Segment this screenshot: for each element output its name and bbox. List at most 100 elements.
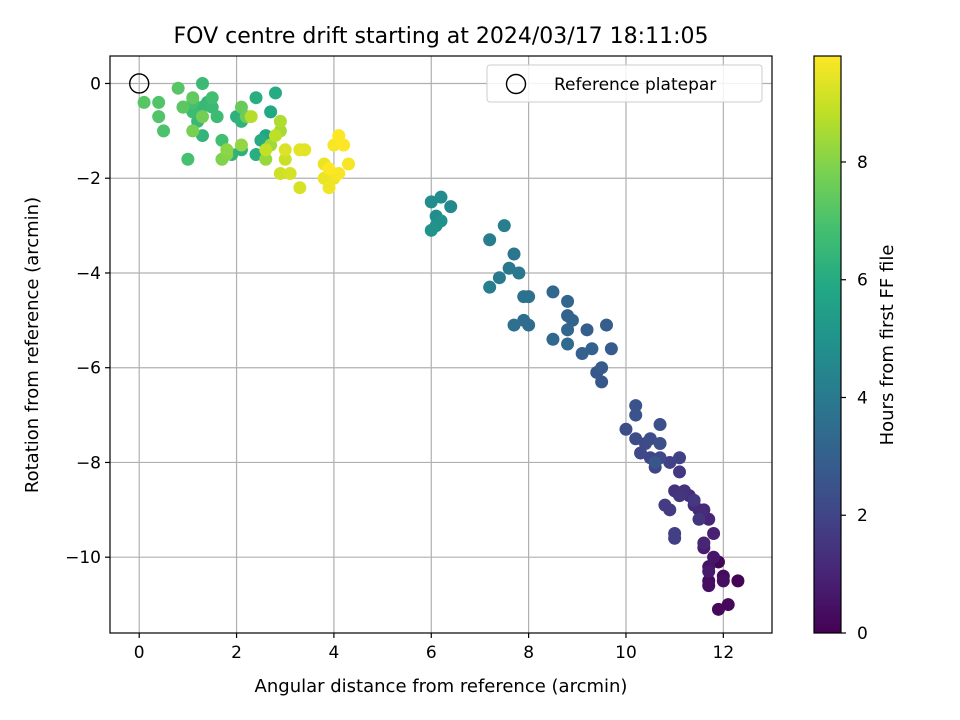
- data-point: [673, 465, 687, 479]
- data-point: [707, 550, 721, 564]
- data-point: [434, 190, 448, 204]
- y-tick-label: −4: [76, 264, 101, 284]
- data-point: [648, 455, 662, 469]
- x-tick-label: 10: [615, 643, 637, 663]
- data-point: [561, 337, 575, 351]
- data-point: [673, 489, 687, 503]
- data-point: [653, 418, 667, 432]
- data-point: [195, 110, 209, 124]
- data-point: [249, 148, 263, 162]
- data-point: [663, 455, 677, 469]
- data-point: [512, 266, 526, 280]
- x-tick-label: 12: [713, 643, 735, 663]
- data-point: [546, 285, 560, 299]
- data-points: [137, 76, 745, 616]
- y-axis-ticks: 0 −2 −4 −6 −8 −10: [65, 74, 110, 568]
- colorbar-tick-label: 4: [857, 388, 868, 408]
- data-point: [152, 95, 166, 109]
- data-point: [332, 166, 346, 180]
- data-point: [600, 318, 613, 332]
- data-point: [522, 318, 536, 332]
- data-point: [220, 143, 234, 157]
- data-point: [653, 437, 667, 451]
- data-point: [195, 76, 209, 90]
- data-point: [157, 124, 171, 138]
- data-point: [152, 110, 166, 124]
- data-point: [171, 81, 185, 95]
- data-point: [507, 318, 521, 332]
- data-point: [176, 100, 190, 114]
- data-point: [604, 342, 618, 356]
- y-axis-label: Rotation from reference (arcmin): [22, 197, 43, 493]
- data-point: [210, 110, 224, 124]
- data-point: [259, 152, 273, 166]
- data-point: [264, 105, 278, 119]
- data-point: [424, 223, 438, 237]
- reference-marker: [129, 73, 150, 94]
- data-point: [249, 91, 263, 105]
- reference-point: [129, 73, 150, 94]
- data-point: [561, 309, 575, 323]
- y-tick-label: −2: [76, 169, 101, 189]
- data-point: [337, 138, 351, 152]
- data-point: [283, 166, 297, 180]
- x-tick-label: 6: [426, 643, 437, 663]
- data-point: [643, 432, 657, 446]
- data-point: [702, 579, 716, 593]
- data-point: [629, 399, 643, 413]
- data-point: [444, 200, 458, 214]
- colorbar-tick-label: 0: [857, 624, 868, 644]
- x-axis-label: Angular distance from reference (arcmin): [255, 676, 628, 697]
- data-point: [483, 280, 497, 294]
- data-point: [293, 181, 307, 195]
- data-point: [546, 332, 560, 346]
- data-point: [195, 100, 209, 114]
- data-point: [497, 219, 511, 233]
- x-tick-label: 2: [231, 643, 242, 663]
- data-point: [273, 166, 287, 180]
- colorbar-tick-label: 6: [857, 271, 868, 291]
- legend-marker-icon: [505, 73, 527, 95]
- data-point: [181, 152, 195, 166]
- colorbar-gradient: [813, 55, 842, 634]
- chart-title: FOV centre drift starting at 2024/03/17 …: [174, 24, 709, 49]
- data-point: [186, 124, 200, 138]
- data-point: [585, 342, 599, 356]
- data-point: [629, 432, 643, 446]
- data-point: [522, 290, 536, 304]
- data-point: [580, 323, 594, 337]
- colorbar-label: Hours from first FF file: [877, 245, 898, 446]
- data-point: [575, 347, 589, 361]
- data-point: [269, 86, 282, 100]
- legend: Reference platepar: [486, 64, 763, 103]
- data-point: [716, 574, 730, 588]
- y-tick-label: 0: [90, 74, 101, 94]
- data-point: [342, 157, 356, 171]
- data-point: [673, 451, 687, 465]
- data-point: [234, 138, 248, 152]
- data-point: [273, 114, 287, 128]
- x-tick-label: 4: [328, 643, 339, 663]
- data-point: [424, 195, 438, 209]
- data-point: [663, 503, 677, 517]
- data-point: [278, 152, 292, 166]
- legend-entry-reference: Reference platepar: [554, 75, 716, 95]
- data-point: [298, 143, 312, 157]
- data-point: [492, 271, 506, 285]
- colorbar-ticks: 0 2 4 6 8: [841, 153, 868, 644]
- legend-box: [486, 64, 763, 103]
- x-tick-label: 8: [523, 643, 534, 663]
- data-point: [278, 143, 292, 157]
- data-point: [137, 95, 151, 109]
- data-point: [711, 602, 725, 616]
- data-point: [561, 323, 575, 337]
- data-point: [483, 233, 497, 247]
- data-point: [595, 361, 609, 375]
- colorbar-tick-label: 2: [857, 506, 868, 526]
- data-point: [731, 574, 745, 588]
- data-point: [697, 536, 711, 550]
- data-point: [707, 527, 721, 541]
- data-point: [259, 143, 273, 157]
- data-point: [322, 162, 336, 176]
